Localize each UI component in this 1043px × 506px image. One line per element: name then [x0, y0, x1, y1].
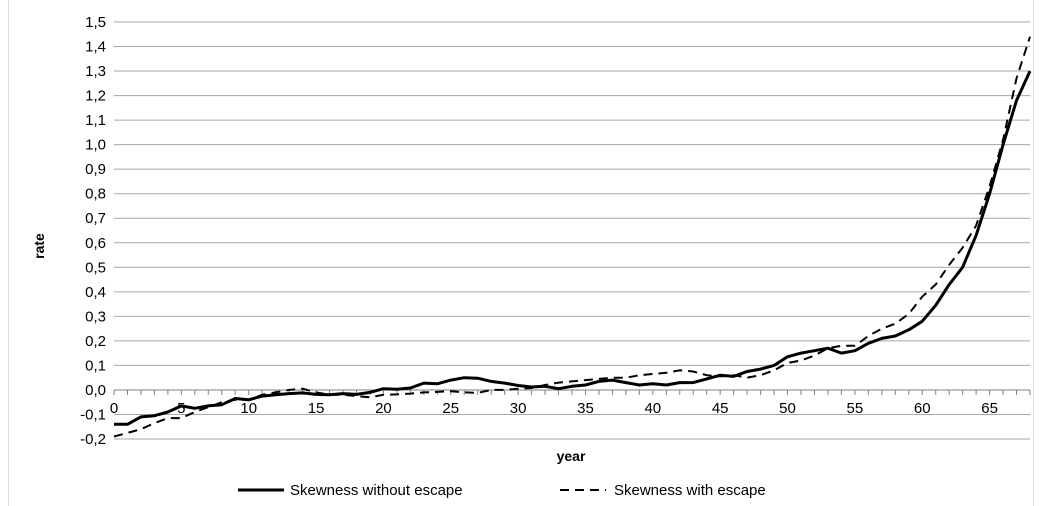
x-tick-label: 5: [177, 400, 185, 417]
x-tick-label: 15: [308, 400, 325, 417]
y-tick-label: -0,1: [80, 406, 106, 423]
x-tick-label: 30: [510, 400, 527, 417]
y-tick-label: 0,1: [85, 357, 106, 374]
y-tick-label: 1,0: [85, 137, 106, 154]
series-lines: [113, 36, 1032, 438]
y-tick-label: 1,2: [85, 88, 106, 105]
series-line-without-escape: [114, 70, 1032, 426]
x-tick-label: 0: [110, 400, 118, 417]
y-tick-label: 0,0: [85, 382, 106, 399]
gridlines: [114, 21, 1030, 440]
y-tick-label: -0,2: [80, 431, 106, 448]
legend-label-with-escape: Skewness with escape: [614, 482, 766, 499]
y-axis-title: rate: [31, 233, 47, 259]
x-tick-label: 25: [442, 400, 459, 417]
x-tick-label: 60: [914, 400, 931, 417]
x-tick-label: 45: [712, 400, 729, 417]
y-tick-label: 0,5: [85, 259, 106, 276]
chart-frame: [8, 0, 1034, 506]
x-axis: 0 5 10 15 20 25 30 35 40 45 50 55 60 65: [110, 389, 1031, 417]
x-tick-label: 65: [981, 400, 998, 417]
x-tick-label: 10: [240, 400, 257, 417]
x-tick-label: 20: [375, 400, 392, 417]
legend-label-without-escape: Skewness without escape: [290, 482, 463, 499]
series-line-with-escape: [113, 36, 1031, 438]
y-tick-label: 0,7: [85, 210, 106, 227]
y-tick-label: 0,4: [85, 284, 106, 301]
y-tick-label: 0,2: [85, 333, 106, 350]
y-axis-tick-labels: -0,2 -0,1 0,0 0,1 0,2 0,3 0,4 0,5 0,6 0,7 0,8 0,9 1,…: [80, 14, 106, 448]
x-tick-label: 50: [779, 400, 796, 417]
y-tick-label: 0,3: [85, 308, 106, 325]
x-axis-title: year: [557, 448, 586, 464]
y-tick-label: 0,8: [85, 186, 106, 203]
x-tick-label: 55: [847, 400, 864, 417]
x-tick-label: 35: [577, 400, 594, 417]
y-tick-label: 1,5: [85, 14, 106, 31]
y-tick-label: 1,1: [85, 112, 106, 129]
legend: Skewness without escape Skewness with es…: [238, 482, 766, 499]
x-tick-label: 40: [644, 400, 661, 417]
y-tick-label: 0,9: [85, 161, 106, 178]
y-tick-label: 0,6: [85, 235, 106, 252]
y-tick-label: 1,3: [85, 63, 106, 80]
y-tick-label: 1,4: [85, 39, 106, 56]
